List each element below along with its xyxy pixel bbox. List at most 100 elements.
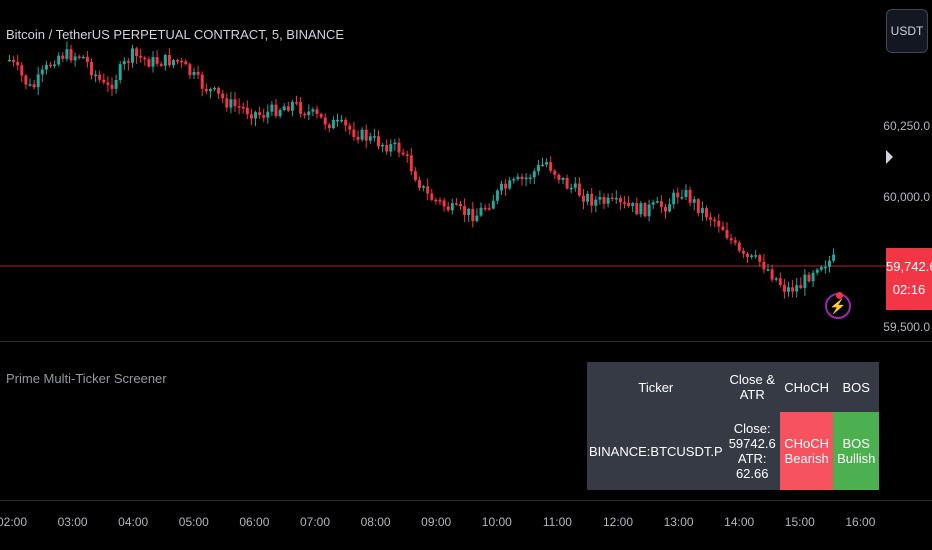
candle-body [131, 48, 134, 63]
candle-body [766, 269, 770, 271]
candle-body [217, 87, 221, 94]
candle-body [102, 79, 106, 83]
candle-body [549, 162, 553, 171]
candle-body [577, 183, 581, 196]
candle-body [762, 261, 766, 270]
candle-body [717, 220, 721, 227]
candle-body [299, 102, 303, 114]
candle-body [823, 266, 827, 269]
candle-body [795, 285, 799, 292]
time-tick: 14:00 [724, 515, 755, 529]
candle-body [705, 208, 708, 218]
candle-body [208, 88, 212, 92]
candle-body [167, 55, 171, 66]
candle-body [446, 206, 450, 211]
candle-body [122, 61, 126, 65]
candle-body [471, 208, 475, 222]
candle-body [77, 56, 81, 58]
candle-body [672, 192, 676, 205]
candle-body [397, 142, 401, 153]
candle-body [787, 287, 790, 292]
candle-body [450, 203, 454, 211]
candle-body [20, 65, 24, 76]
currency-button[interactable]: USDT [886, 9, 928, 53]
candle-body [696, 199, 700, 214]
candle-body [573, 183, 577, 188]
candle-body [594, 199, 598, 206]
candle-body [426, 186, 430, 194]
symbol-title[interactable]: Bitcoin / TetherUS PERPETUAL CONTRACT, 5… [6, 27, 345, 42]
header-choch: CHoCH [784, 379, 830, 395]
candle-body [639, 203, 643, 215]
candle-body [159, 63, 163, 66]
time-tick: 05:00 [178, 515, 209, 529]
candle-body [28, 84, 32, 86]
time-tick: 03:00 [57, 515, 88, 529]
candle-body [340, 119, 344, 122]
candle-body [225, 98, 229, 108]
candle-body [147, 59, 151, 67]
time-tick: 06:00 [239, 515, 270, 529]
candle-body [688, 189, 692, 203]
candle-body [729, 238, 733, 241]
time-tick: 12:00 [602, 515, 634, 529]
candle-body [286, 106, 290, 111]
candle-body [352, 129, 356, 137]
candle-body [295, 101, 298, 104]
candle-body [799, 285, 803, 289]
candle-body [307, 111, 311, 116]
time-tick: 11:00 [542, 515, 572, 529]
candle-body [24, 75, 28, 85]
bos-cell: BOS Bullish [833, 412, 879, 490]
candle-body [249, 114, 253, 119]
candle-body [582, 195, 585, 202]
candle-body [282, 106, 286, 111]
candle-body [8, 59, 11, 62]
time-tick: 08:00 [360, 515, 391, 529]
close-value: Close: 59742.6 [728, 421, 776, 451]
candle-body [668, 204, 672, 212]
candle-body [606, 197, 610, 204]
pane-separator[interactable] [0, 341, 932, 342]
candle-body [32, 84, 36, 88]
candle-body [163, 55, 167, 66]
candle-body [709, 217, 713, 220]
candle-body [770, 269, 774, 280]
candle-body [463, 206, 467, 216]
candle-body [532, 171, 536, 178]
candle-body [221, 93, 225, 99]
price-tick: 59,500.0 [883, 320, 930, 334]
candle-body [393, 142, 397, 145]
candle-body [442, 200, 446, 207]
indicator-title[interactable]: Prime Multi-Ticker Screener [6, 371, 167, 386]
atr-value: ATR: 62.66 [735, 451, 769, 481]
candle-body [586, 193, 590, 202]
candle-body [676, 192, 680, 198]
candle-body [266, 111, 270, 118]
last-price-badge: 59,742.6 02:16 [886, 248, 932, 310]
candle-body [627, 202, 631, 206]
candle-body [700, 208, 704, 214]
candle-body [815, 269, 819, 273]
candle-body [155, 57, 159, 64]
candle-body [561, 177, 565, 180]
candle-body [754, 255, 758, 257]
candle-body [618, 198, 622, 203]
candle-body [319, 113, 323, 118]
scroll-arrow-icon[interactable] [886, 150, 893, 164]
candle-body [659, 201, 663, 207]
candle-body [270, 104, 274, 112]
ticker-cell: BINANCE:BTCUSDT.P [589, 443, 723, 459]
candle-body [405, 154, 409, 156]
header-close-atr: Close & ATR [729, 372, 775, 402]
close-atr-cell: Close: 59742.6 ATR: 62.66 [725, 412, 780, 490]
candle-body [819, 267, 823, 270]
candle-body [69, 49, 73, 61]
candle-body [94, 74, 98, 77]
candle-body [737, 242, 741, 251]
candle-body [49, 64, 52, 67]
candle-body [98, 74, 102, 80]
candle-body [528, 177, 532, 179]
candle-body [344, 119, 348, 126]
